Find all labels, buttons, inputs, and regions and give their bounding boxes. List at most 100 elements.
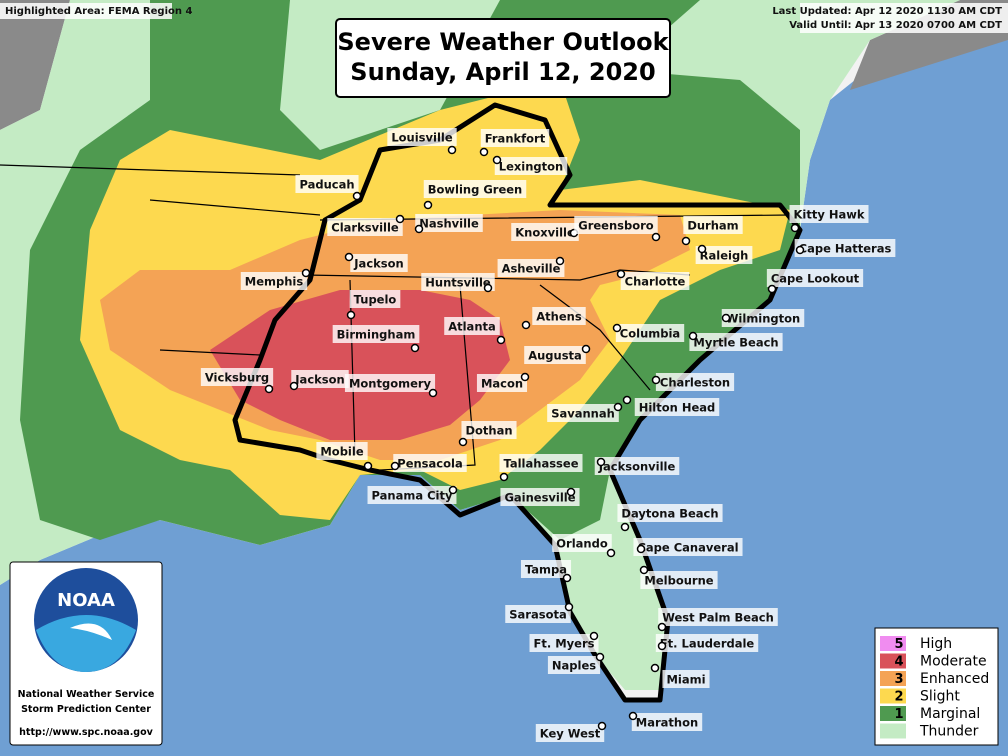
city-dot (346, 310, 356, 320)
city-dot (616, 269, 626, 279)
city-dot (636, 544, 646, 554)
city-label: Memphis (245, 275, 304, 289)
city-label-box (200, 368, 274, 386)
city-dot (790, 223, 800, 233)
city-label: Ft. Myers (534, 637, 595, 651)
city-label-box (529, 634, 599, 652)
city-label-box (476, 374, 528, 392)
legend: 5 High 4 Moderate 3 Enhanced 2 Slight 1 Marginal T… (880, 636, 989, 740)
city-dot (289, 381, 299, 391)
city-dot (622, 395, 632, 405)
city-dot (589, 631, 599, 641)
logo-url[interactable]: http://www.spc.noaa.gov (19, 727, 153, 738)
city-dot (639, 565, 649, 575)
city-label: Tupelo (354, 293, 397, 307)
city-dot (657, 622, 667, 632)
legend-label: Slight (920, 689, 960, 705)
city-label-box (461, 421, 517, 439)
cities: Louisville Frankfort Lexington Paducah Bowli… (200, 128, 896, 742)
city-label: Tallahassee (503, 457, 578, 471)
city-dot (564, 602, 574, 612)
city-dot (395, 214, 405, 224)
city-label-box (524, 346, 586, 364)
city-dot (595, 652, 605, 662)
city-dot (721, 313, 731, 323)
city-dot (496, 335, 506, 345)
city-dot (447, 145, 457, 155)
city-label: Mobile (320, 445, 363, 459)
city-label-box (721, 309, 805, 327)
city-dot (448, 485, 458, 495)
moderate-area (210, 290, 510, 440)
city-dot (423, 200, 433, 210)
city-label-box (658, 608, 778, 626)
city-dot (767, 284, 777, 294)
city-dot (612, 323, 622, 333)
city-dot (596, 457, 606, 467)
city-label: Cape Canaveral (637, 541, 738, 555)
city-label-box (615, 324, 685, 342)
legend-number: 4 (894, 655, 903, 670)
city-label-box (594, 457, 680, 475)
city-label: Athens (536, 310, 582, 324)
city-label-box (500, 488, 580, 506)
city-label-box (683, 216, 743, 234)
city-dot (651, 232, 661, 242)
city-label: Marathon (636, 716, 698, 730)
legend-label: Moderate (920, 654, 987, 670)
subtitle: Sunday, April 12, 2020 (350, 58, 655, 86)
city-label: Kitty Hawk (793, 208, 864, 222)
city-label-box (494, 157, 568, 175)
city-label-box (421, 273, 495, 291)
city-label: Panama City (372, 489, 453, 503)
city-label-box (295, 175, 359, 193)
city-label-box (332, 325, 420, 343)
city-label-box (505, 605, 571, 623)
city-dot (562, 573, 572, 583)
city-label: Myrtle Beach (693, 336, 778, 350)
city-label: Greensboro (578, 219, 654, 233)
city-label-box (291, 370, 349, 388)
city-label-box (547, 656, 601, 674)
city-label-box (497, 259, 565, 277)
city-label: Durham (687, 219, 738, 233)
city-label: Montgomery (349, 377, 432, 391)
city-label-box (349, 290, 401, 308)
legend-swatch (880, 688, 906, 704)
city-label-box (552, 534, 612, 552)
highlight-box (0, 3, 172, 19)
city-dot (555, 256, 565, 266)
city-label: Nashville (419, 217, 479, 231)
time-box (800, 3, 1008, 33)
city-label-box (662, 670, 710, 688)
city-label-box (480, 129, 550, 147)
city-label-box (316, 442, 368, 460)
city-dot (657, 641, 667, 651)
city-dot (390, 461, 400, 471)
city-label: Vicksburg (205, 371, 269, 385)
city-label-box (350, 254, 408, 272)
city-dot (520, 372, 530, 382)
city-label-box (789, 205, 869, 223)
city-label-box (444, 317, 500, 335)
city-label-box (423, 180, 527, 198)
city-label: Atlanta (448, 320, 496, 334)
city-label-box (617, 504, 723, 522)
city-label: Huntsville (425, 276, 491, 290)
city-dot (795, 245, 805, 255)
city-label-box (547, 404, 619, 422)
city-label: Sarasota (509, 608, 566, 622)
city-dot (410, 343, 420, 353)
city-label: Augusta (528, 349, 582, 363)
city-dot (363, 461, 373, 471)
city-label-box (794, 239, 896, 257)
city-label: Jackson (294, 373, 344, 387)
legend-label: Thunder (919, 724, 979, 740)
city-label: Raleigh (700, 249, 749, 263)
legend-number: 1 (894, 707, 903, 722)
title: Severe Weather Outlook (337, 28, 669, 56)
city-label: Clarksville (331, 221, 399, 235)
legend-swatch (880, 671, 906, 686)
city-label: Asheville (502, 262, 561, 276)
